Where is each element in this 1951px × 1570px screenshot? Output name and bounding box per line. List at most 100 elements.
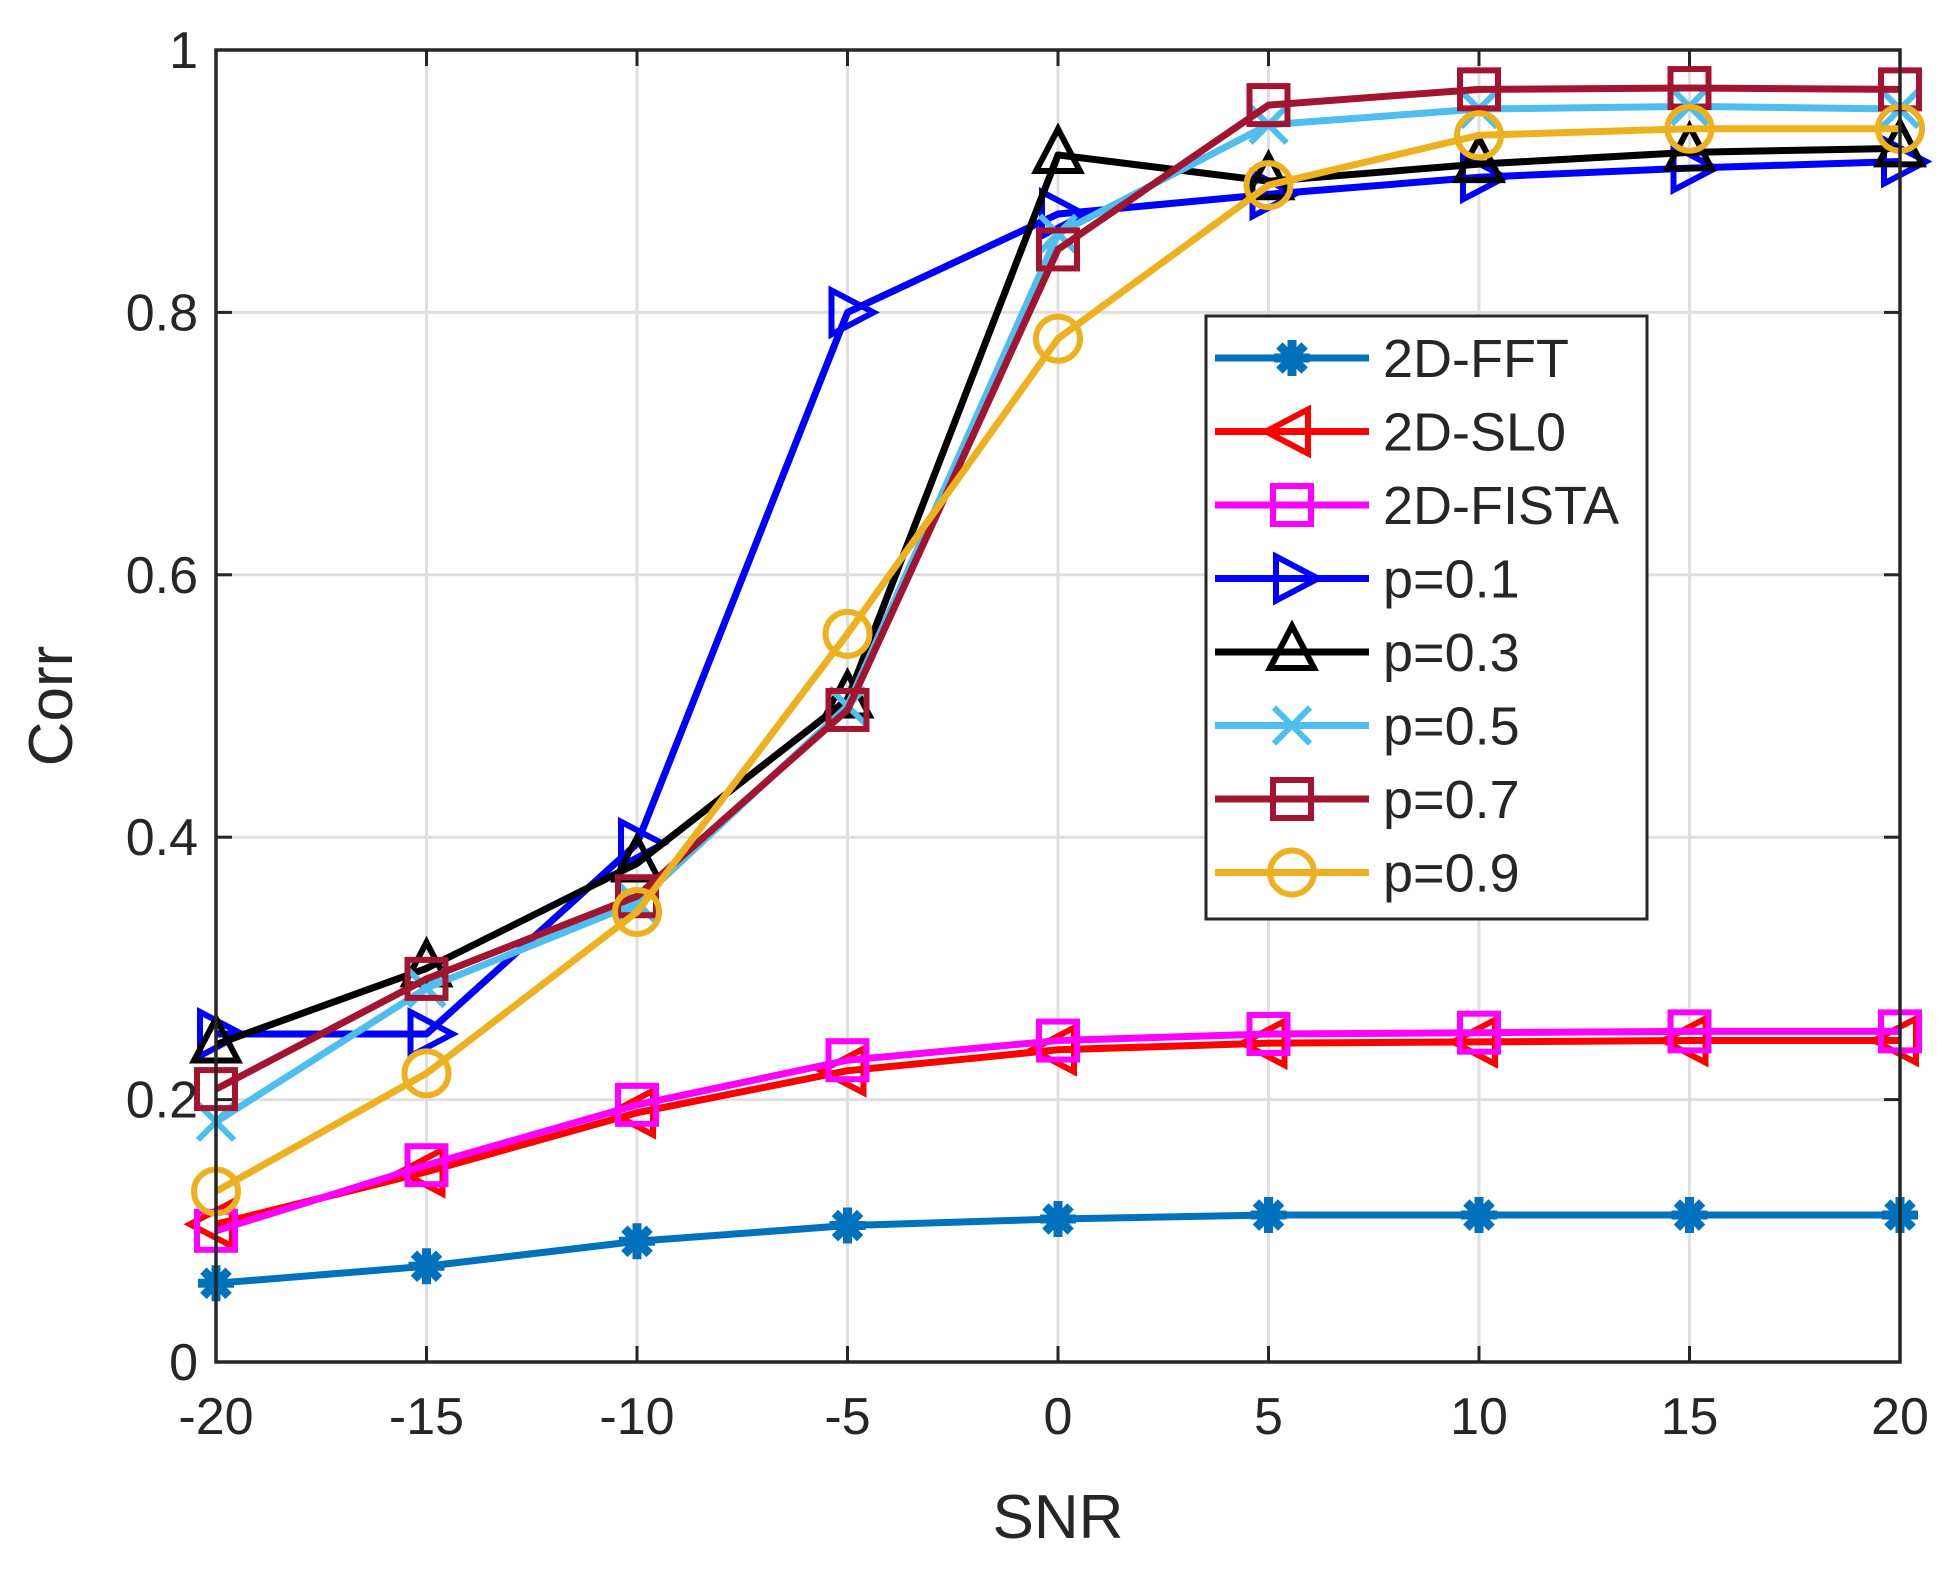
x-tick-label: -10	[599, 1388, 674, 1446]
square-marker	[1667, 1009, 1712, 1054]
marker-square	[1667, 1009, 1712, 1054]
square-marker	[1246, 1012, 1291, 1056]
marker-circle	[612, 886, 662, 937]
marker-circle	[1454, 110, 1504, 161]
legend-label: p=0.7	[1383, 770, 1520, 830]
marker-circle	[401, 1048, 452, 1099]
triangle-marker	[618, 816, 670, 871]
plot-frame	[214, 48, 1902, 1364]
marker-square	[1246, 83, 1291, 128]
x-tick-label: -15	[389, 1388, 464, 1446]
marker-square	[1270, 777, 1314, 821]
x-tick-label: -20	[178, 1388, 253, 1446]
marker-asterisk	[1461, 1197, 1497, 1234]
legend-entry: p=0.1	[1215, 550, 1520, 610]
legend-entry: 2D-FFT	[1215, 329, 1569, 389]
square-marker	[1246, 83, 1291, 128]
marker-square	[1036, 1018, 1080, 1063]
legend-label: 2D-FISTA	[1383, 476, 1619, 536]
square-marker	[1457, 1010, 1501, 1055]
circle-marker	[1243, 160, 1294, 211]
series-line	[215, 1037, 1900, 1228]
series-line	[214, 84, 1901, 1093]
y-tick-label: 0.4	[126, 809, 198, 867]
marker-asterisk	[1274, 340, 1310, 376]
circle-marker	[1033, 313, 1083, 364]
legend-entry: p=0.5	[1215, 697, 1520, 757]
x-tick-label: 15	[1661, 1388, 1719, 1446]
x-tick-label: 10	[1450, 1388, 1508, 1446]
marker-triangle-up	[1265, 619, 1319, 671]
asterisk-marker	[1252, 1199, 1285, 1231]
y-tick-label: 0.8	[126, 284, 198, 342]
marker-circle	[1267, 847, 1317, 898]
asterisk-marker	[621, 1225, 653, 1258]
square-marker	[404, 1143, 449, 1188]
circle-marker	[401, 1048, 452, 1099]
triangle-marker	[407, 1007, 459, 1061]
circle-marker	[822, 608, 873, 659]
y-tick-label: 0.2	[126, 1072, 198, 1130]
series-p=0.1	[197, 134, 1933, 1061]
x-marker	[1271, 705, 1313, 746]
marker-asterisk	[408, 1248, 445, 1285]
asterisk-marker	[410, 1250, 443, 1283]
marker-square	[404, 1143, 449, 1188]
legend-label: p=0.5	[1383, 697, 1520, 757]
series-line	[214, 144, 1901, 1048]
marker-triangle-right	[828, 285, 880, 340]
x-tick-label: 20	[1871, 1388, 1929, 1446]
legend-label: p=0.9	[1383, 844, 1520, 904]
square-marker	[1036, 227, 1080, 272]
asterisk-marker	[1463, 1199, 1495, 1231]
square-marker	[1270, 777, 1314, 821]
marker-square	[1270, 483, 1314, 527]
circle-marker	[1267, 847, 1317, 898]
marker-circle	[1033, 313, 1083, 364]
marker-asterisk	[619, 1223, 655, 1260]
asterisk-marker	[831, 1209, 864, 1242]
square-marker	[825, 687, 870, 732]
circle-marker	[1454, 110, 1504, 161]
legend-entry: p=0.3	[1215, 619, 1520, 683]
asterisk-marker	[1042, 1203, 1074, 1235]
asterisk-marker	[1673, 1199, 1706, 1231]
legend-entry: p=0.7	[1215, 770, 1520, 830]
marker-triangle-up	[1241, 148, 1296, 201]
marker-square	[1457, 1010, 1501, 1055]
legend-entry: p=0.9	[1215, 844, 1520, 904]
marker-square	[1036, 227, 1080, 272]
legend-entry: 2D-FISTA	[1215, 476, 1619, 536]
legend-label: p=0.1	[1383, 550, 1520, 610]
marker-triangle-left	[1259, 404, 1311, 459]
marker-triangle-right	[1273, 551, 1325, 606]
marker-square	[615, 1082, 659, 1127]
y-axis-label: Corr	[17, 646, 86, 767]
marker-triangle-up	[1452, 131, 1506, 184]
square-marker	[615, 1082, 659, 1127]
marker-square	[404, 956, 449, 1001]
series-line	[214, 1027, 1900, 1235]
marker-asterisk	[1671, 1197, 1708, 1234]
axes: -20 -15 -10 -5 0 5 10 15 20 0 0.2 0.4 0.6 0.8 1	[126, 22, 1929, 1446]
marker-asterisk	[1040, 1200, 1076, 1237]
x-tick-label: 0	[1044, 1388, 1073, 1446]
legend-label: 2D-FFT	[1383, 329, 1569, 389]
x-marker	[1037, 213, 1079, 254]
circle-marker	[1664, 103, 1715, 154]
triangle-marker	[1241, 148, 1296, 201]
marker-square	[1457, 67, 1501, 112]
y-tick-label: 0.6	[126, 547, 198, 605]
square-marker	[825, 1038, 870, 1083]
marker-triangle-up	[1031, 122, 1085, 174]
x-tick-label: 5	[1254, 1388, 1283, 1446]
triangle-marker	[1273, 551, 1325, 606]
marker-triangle-right	[407, 1007, 459, 1061]
triangle-marker	[1031, 122, 1085, 174]
triangle-marker	[1452, 131, 1506, 184]
series-line	[216, 158, 1901, 1038]
circle-marker	[612, 886, 662, 937]
triangle-marker	[1265, 619, 1319, 671]
asterisk-marker	[1276, 342, 1308, 374]
